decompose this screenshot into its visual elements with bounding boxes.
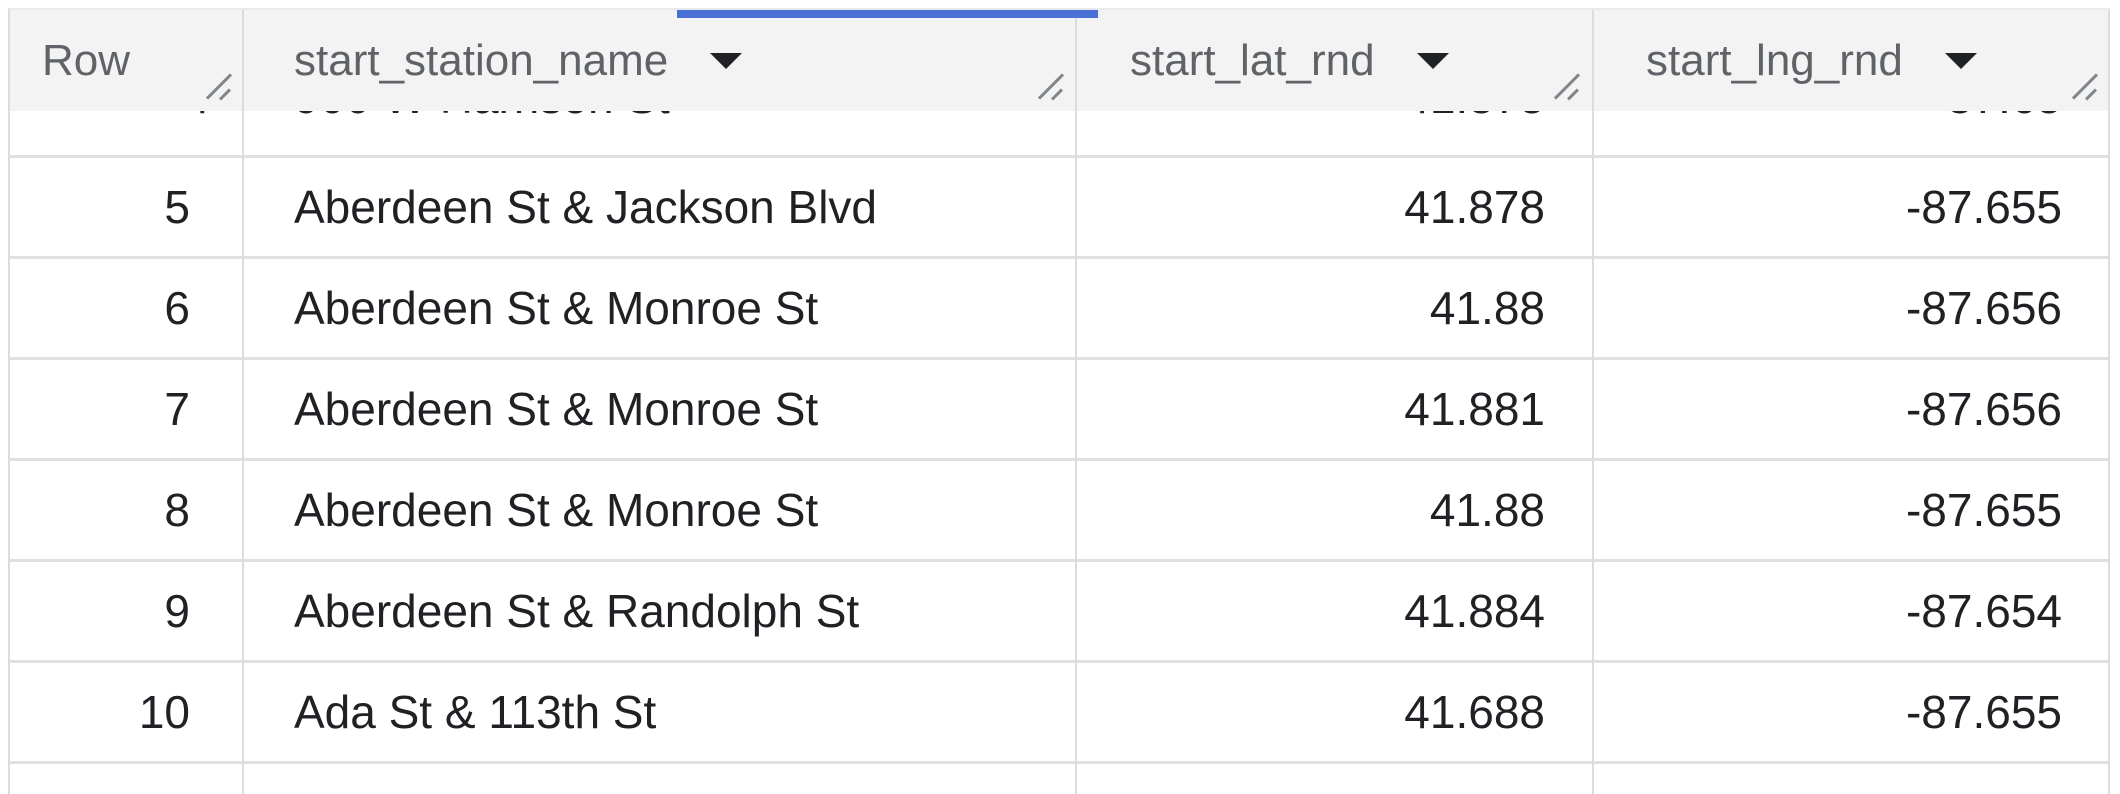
column-header-label: start_lng_rnd xyxy=(1646,35,1903,85)
table-header: Row start_station_name start_lat_rnd sta… xyxy=(10,10,2110,111)
station-name-cell: Aberdeen St & Randolph St xyxy=(294,585,860,637)
station-name-cell: Aberdeen St & Monroe St xyxy=(294,383,819,435)
results-table: Row start_station_name start_lat_rnd sta… xyxy=(8,8,2110,794)
column-resize-handle-icon[interactable] xyxy=(1036,71,1066,101)
column-divider xyxy=(242,10,244,794)
sort-dropdown-icon[interactable] xyxy=(1416,52,1449,69)
column-resize-handle-icon[interactable] xyxy=(2070,71,2100,101)
column-divider xyxy=(1592,10,1594,794)
lng-cell: -87.656 xyxy=(1905,383,2062,435)
lat-cell: 41.88 xyxy=(1429,282,1545,334)
row-number-cell: 7 xyxy=(164,383,190,435)
lng-cell: -87.654 xyxy=(1905,585,2062,637)
table-row[interactable]: 6 Aberdeen St & Monroe St 41.88 -87.656 xyxy=(10,259,2110,360)
lat-cell: 41.688 xyxy=(1404,686,1545,738)
station-name-cell: Ada St & 113th St xyxy=(294,686,657,738)
row-number-cell: 10 xyxy=(138,686,190,738)
column-header-label: Row xyxy=(42,35,131,85)
row-number-cell: 6 xyxy=(164,282,190,334)
table-row[interactable]: 10 Ada St & 113th St 41.688 -87.655 xyxy=(10,663,2110,764)
column-divider xyxy=(2108,10,2110,794)
station-name-cell: Aberdeen St & Monroe St xyxy=(294,282,819,334)
lat-cell: 41.88 xyxy=(1429,484,1545,536)
lat-cell: 41.884 xyxy=(1404,585,1545,637)
lat-cell: 41.878 xyxy=(1404,181,1545,233)
column-header-label: start_lat_rnd xyxy=(1130,35,1375,85)
table-row[interactable]: 8 Aberdeen St & Monroe St 41.88 -87.655 xyxy=(10,461,2110,562)
lng-cell: -87.655 xyxy=(1905,181,2062,233)
station-name-cell: Aberdeen St & Monroe St xyxy=(294,484,819,536)
column-header-row: Row xyxy=(42,10,242,111)
row-number-cell: 8 xyxy=(164,484,190,536)
row-number-cell: 5 xyxy=(164,181,190,233)
selected-column-indicator xyxy=(677,10,1098,18)
table-row[interactable]: 7 Aberdeen St & Monroe St 41.881 -87.656 xyxy=(10,360,2110,461)
lng-cell: -87.656 xyxy=(1905,282,2062,334)
column-header-start-lng-rnd[interactable]: start_lng_rnd xyxy=(1646,10,2108,111)
row-number-cell: 9 xyxy=(164,585,190,637)
sort-dropdown-icon[interactable] xyxy=(710,52,743,69)
column-header-start-station-name[interactable]: start_station_name xyxy=(294,10,1075,111)
lat-cell: 41.881 xyxy=(1404,383,1545,435)
table-row[interactable]: 9 Aberdeen St & Randolph St 41.884 -87.6… xyxy=(10,562,2110,663)
sort-dropdown-icon[interactable] xyxy=(1944,52,1977,69)
column-resize-handle-icon[interactable] xyxy=(1552,71,1582,101)
station-name-cell: Aberdeen St & Jackson Blvd xyxy=(294,181,877,233)
lng-cell: -87.655 xyxy=(1905,686,2062,738)
column-resize-handle-icon[interactable] xyxy=(204,71,234,101)
column-header-start-lat-rnd[interactable]: start_lat_rnd xyxy=(1130,10,1592,111)
lng-cell: -87.655 xyxy=(1905,484,2062,536)
column-header-label: start_station_name xyxy=(294,35,669,85)
table-row[interactable]: 5 Aberdeen St & Jackson Blvd 41.878 -87.… xyxy=(10,158,2110,259)
column-divider xyxy=(1075,10,1077,794)
